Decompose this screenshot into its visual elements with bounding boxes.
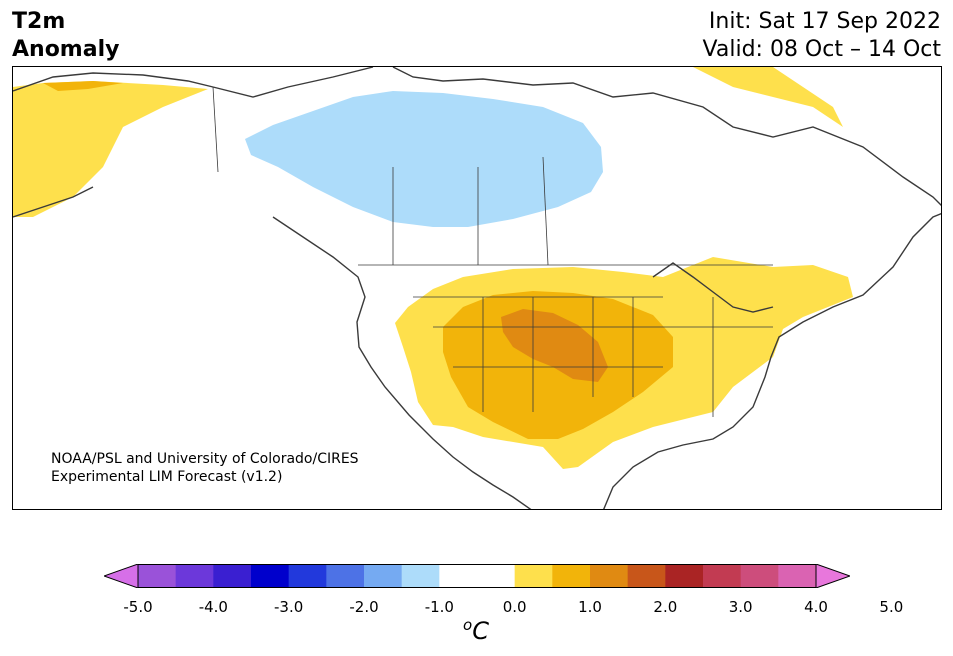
colorbar-segment xyxy=(364,564,403,588)
colorbar-segment xyxy=(552,564,591,588)
alaska-warm-region xyxy=(13,81,208,217)
credit-line-2: Experimental LIM Forecast (v1.2) xyxy=(51,469,283,485)
colorbar-tick-label: 1.0 xyxy=(578,598,602,616)
alaska-warm-core xyxy=(43,81,123,91)
canada-cold-region xyxy=(245,91,603,227)
map-title: T2m Anomaly xyxy=(12,8,119,64)
colorbar-segment xyxy=(590,564,629,588)
state-province-borders xyxy=(212,86,773,417)
colorbar-tick-label: 5.0 xyxy=(879,598,904,616)
colorbar-segment xyxy=(138,564,177,588)
colorbar-min-arrow xyxy=(104,564,139,588)
init-date: Init: Sat 17 Sep 2022 xyxy=(708,9,941,34)
degree-symbol: o xyxy=(463,616,473,634)
map-panel: NOAA/PSL and University of Colorado/CIRE… xyxy=(12,66,942,510)
colorbar-segment xyxy=(251,564,290,588)
colorbar-segment xyxy=(665,564,704,588)
colorbar-tick-label: -4.0 xyxy=(198,598,228,616)
colorbar-segment xyxy=(477,564,516,588)
colorbar-tick-label: 3.0 xyxy=(728,598,753,616)
colorbar-segment xyxy=(326,564,365,588)
unit-letter: C xyxy=(472,617,489,645)
forecast-dates: Init: Sat 17 Sep 2022 Valid: 08 Oct – 14… xyxy=(703,8,941,64)
valid-range: Valid: 08 Oct – 14 Oct xyxy=(702,37,941,62)
colorbar-unit: oC xyxy=(463,616,489,645)
colorbar-segment xyxy=(778,564,817,588)
coastlines xyxy=(13,67,941,509)
colorbar-segment xyxy=(175,564,214,588)
colorbar-max-arrow xyxy=(815,564,850,588)
colorbar-segment xyxy=(401,564,440,588)
colorbar-segment xyxy=(740,564,779,588)
credit-text: NOAA/PSL and University of Colorado/CIRE… xyxy=(51,450,359,486)
title-line-2: Anomaly xyxy=(12,37,120,62)
colorbar-tick-label: 2.0 xyxy=(653,598,678,616)
colorbar-segment xyxy=(514,564,553,588)
colorbar-tick-label: 0.0 xyxy=(502,598,527,616)
colorbar-segment xyxy=(213,564,252,588)
colorbar-tick-label: 4.0 xyxy=(804,598,828,616)
colorbar-tick-label: -3.0 xyxy=(274,598,304,616)
greenland-warm-region xyxy=(693,67,843,127)
anomaly-map xyxy=(13,67,941,509)
colorbar-segment xyxy=(288,564,327,588)
colorbar-outline xyxy=(137,564,817,588)
colorbar xyxy=(104,564,850,588)
colorbar-segment xyxy=(703,564,742,588)
colorbar-tick-label: -5.0 xyxy=(123,598,153,616)
colorbar-segment xyxy=(439,564,478,588)
colorbar-segment xyxy=(627,564,666,588)
credit-line-1: NOAA/PSL and University of Colorado/CIRE… xyxy=(51,451,359,467)
title-line-1: T2m xyxy=(12,9,66,34)
colorbar-tick-label: -2.0 xyxy=(349,598,379,616)
colorbar-tick-label: -1.0 xyxy=(424,598,454,616)
